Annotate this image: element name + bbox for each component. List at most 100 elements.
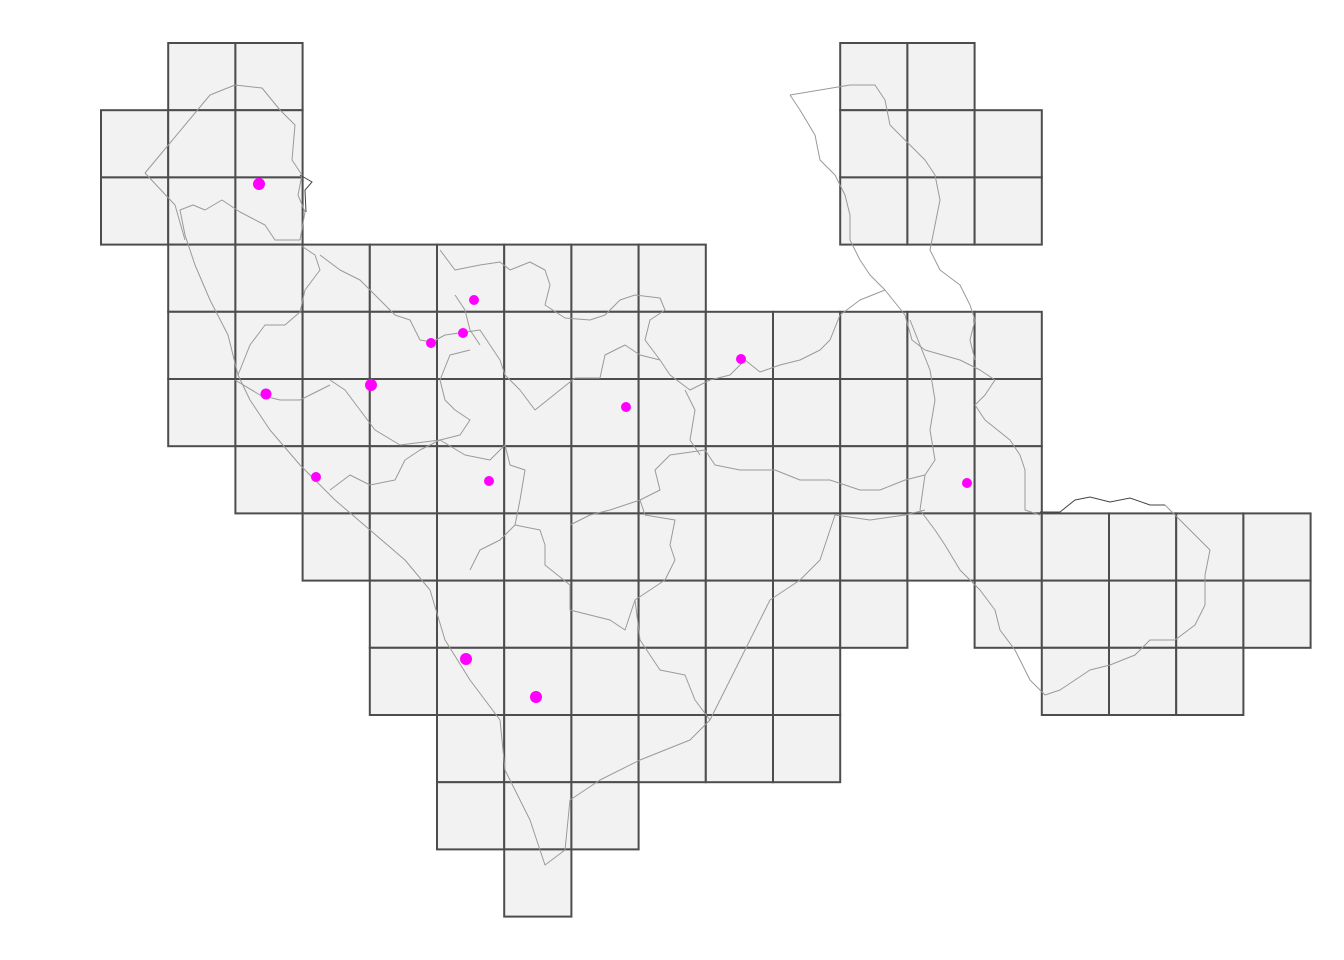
inner-boundary-12 [789, 94, 886, 291]
grid-cell [704, 445, 774, 515]
site-point [484, 476, 494, 486]
grid-cell [167, 378, 237, 448]
site-point [962, 478, 972, 488]
grid-cell [637, 512, 707, 582]
grid-cell [1242, 512, 1312, 582]
grid-cell [570, 378, 640, 448]
grid-cell [167, 42, 237, 112]
grid-cell [704, 646, 774, 716]
inner-boundary-6 [234, 379, 331, 401]
grid-cell [637, 714, 707, 784]
grid-cell [973, 310, 1043, 380]
site-point [260, 388, 272, 400]
grid-cell [772, 378, 842, 448]
grid-cell [234, 176, 304, 246]
grid-cell [704, 512, 774, 582]
grid-cell [973, 109, 1043, 179]
grid-cell [839, 109, 909, 179]
outer-boundary-east [1040, 496, 1165, 513]
inner-boundary-5 [329, 349, 471, 446]
grid-cell [503, 781, 573, 851]
inner-boundary-15 [834, 509, 926, 521]
grid-cell [436, 512, 506, 582]
grid-cell [973, 579, 1043, 649]
grid-cell [570, 310, 640, 380]
grid-cell [368, 512, 438, 582]
site-point [253, 178, 265, 190]
grid-cell [1108, 579, 1178, 649]
grid-cell [973, 512, 1043, 582]
grid-cell [100, 176, 170, 246]
inner-boundary-14 [919, 474, 1211, 696]
grid-cell [368, 579, 438, 649]
grid-cell [1242, 579, 1312, 649]
inner-boundary-2 [319, 254, 1041, 516]
grid-cell [436, 310, 506, 380]
site-point [311, 472, 321, 482]
site-point [426, 338, 436, 348]
grid-cell [570, 243, 640, 313]
inner-boundary-10 [634, 599, 711, 721]
grid-cell [704, 714, 774, 784]
grid-cell [1040, 579, 1111, 649]
grid-cell [368, 646, 438, 716]
site-points [253, 178, 972, 703]
grid-cell [301, 310, 371, 380]
grid-cell [637, 243, 707, 313]
grid-cell [503, 848, 573, 918]
grid-cell [234, 109, 304, 179]
site-point [621, 402, 631, 412]
coastline-boundary [144, 84, 836, 866]
grid-cell [704, 310, 774, 380]
grid-cell [436, 714, 506, 784]
grid-cell [167, 109, 237, 179]
grid-cell [1108, 512, 1178, 582]
grid-cell [301, 243, 371, 313]
grid-cell [503, 310, 573, 380]
grid-cell [906, 378, 976, 448]
grid-cell [167, 310, 237, 380]
grid-cell [368, 243, 438, 313]
grid-cells [100, 42, 1312, 918]
grid-cell [301, 378, 371, 448]
grid-cell [570, 579, 640, 649]
grid-cell [1040, 646, 1111, 716]
grid-cell [234, 243, 304, 313]
grid-cell [436, 781, 506, 851]
grid-cell [1175, 579, 1245, 649]
grid-cell [234, 42, 304, 112]
grid-cell [570, 646, 640, 716]
grid-cell [839, 512, 909, 582]
grid-cell [570, 512, 640, 582]
inner-boundary-11 [684, 389, 701, 456]
grid-cell [906, 512, 976, 582]
grid-cell [839, 310, 909, 380]
grid-cell [839, 176, 909, 246]
grid-cell [570, 714, 640, 784]
grid-cell [503, 579, 573, 649]
grid-cell [368, 378, 438, 448]
grid-cell [973, 445, 1043, 515]
grid-cell [637, 445, 707, 515]
inner-boundary-west [144, 172, 186, 241]
grid-cell [772, 646, 842, 716]
grid-cell [167, 243, 237, 313]
site-point [458, 328, 468, 338]
grid-cell [839, 445, 909, 515]
site-point [460, 653, 472, 665]
grid-cell [839, 378, 909, 448]
grid-cell [503, 714, 573, 784]
grid-cell [100, 109, 170, 179]
grid-cell [906, 310, 976, 380]
grid-cell [301, 512, 371, 582]
grid-cell [436, 378, 506, 448]
grid-cell [234, 378, 304, 448]
grid-cell [234, 445, 304, 515]
inner-boundary-3 [439, 249, 666, 361]
site-point [530, 691, 542, 703]
grid-cell [906, 176, 976, 246]
grid-cell [1175, 512, 1245, 582]
inner-boundary-9 [569, 499, 641, 526]
grid-cell [772, 512, 842, 582]
